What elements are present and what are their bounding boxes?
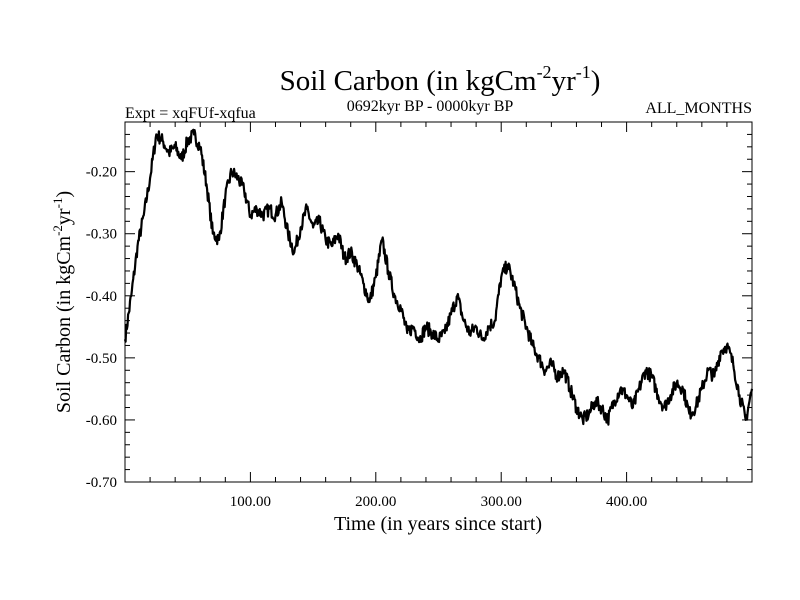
- x-axis-label: Time (in years since start): [334, 513, 542, 535]
- x-tick-label: 200.00: [355, 494, 396, 510]
- x-axis: 100.00 200.00 300.00 400.00: [149, 122, 728, 510]
- y-tick-label: -0.30: [86, 227, 117, 243]
- y-tick-label: -0.20: [86, 165, 117, 181]
- y-axis-label: Soil Carbon (in kgCm-2yr-1): [50, 191, 75, 413]
- x-tick-label: 300.00: [481, 494, 522, 510]
- time-range-label: 0692kyr BP - 0000kyr BP: [347, 98, 514, 115]
- plot-frame: [124, 121, 753, 483]
- y-tick-label: -0.70: [86, 475, 117, 491]
- chart-title: Soil Carbon (in kgCm-2yr-1): [280, 62, 601, 97]
- y-tick-label: -0.40: [86, 289, 117, 305]
- soil-carbon-series-line: [123, 128, 754, 426]
- x-tick-label: 100.00: [230, 494, 271, 510]
- experiment-label: Expt = xqFUf-xqfua: [125, 105, 256, 122]
- months-label: ALL_MONTHS: [645, 100, 752, 117]
- y-axis: -0.20 -0.30 -0.40 -0.50 -0.60 -0.70: [86, 121, 752, 491]
- y-tick-label: -0.60: [86, 413, 117, 429]
- x-tick-label: 400.00: [606, 494, 647, 510]
- y-tick-label: -0.50: [86, 351, 117, 367]
